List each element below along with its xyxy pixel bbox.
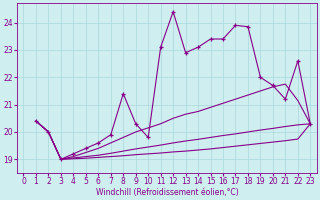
X-axis label: Windchill (Refroidissement éolien,°C): Windchill (Refroidissement éolien,°C): [96, 188, 238, 197]
